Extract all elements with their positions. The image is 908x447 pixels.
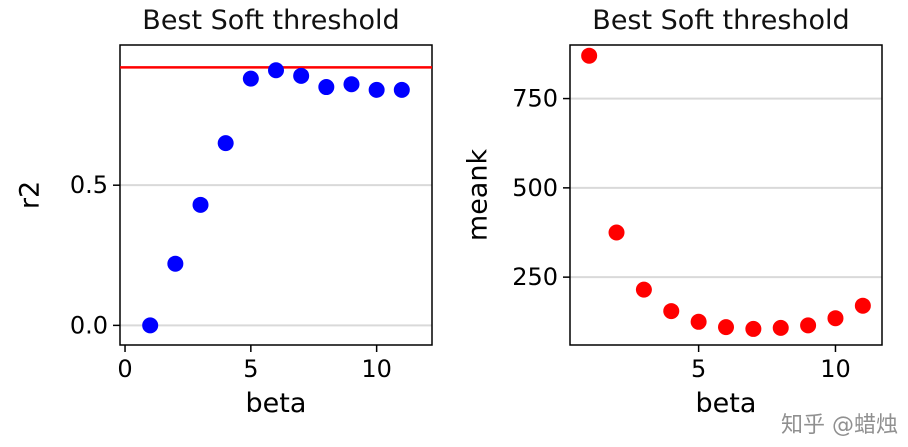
watermark: 知乎 @蜡烛 [781,413,898,438]
meank-scatter-plot: 5 10 250 500 750 [512,44,883,383]
r2-x-axis-label: beta [245,388,307,419]
svg-text:5: 5 [243,355,258,383]
svg-text:0.5: 0.5 [70,171,108,199]
svg-text:10: 10 [361,355,392,383]
meank-x-axis-label: beta [695,388,757,419]
svg-text:10: 10 [820,355,851,383]
svg-text:5: 5 [691,355,706,383]
svg-text:500: 500 [512,174,558,202]
svg-text:250: 250 [512,263,558,291]
svg-text:0.0: 0.0 [70,311,108,339]
r2-chart: Best Soft threshold r2 0 5 10 0.0 0.5 beta [15,5,433,419]
r2-scatter-plot: 0 5 10 0.0 0.5 [70,44,433,383]
svg-text:750: 750 [512,85,558,113]
meank-chart-title: Best Soft threshold [592,5,850,36]
r2-chart-title: Best Soft threshold [142,5,400,36]
meank-chart: Best Soft threshold meank 5 10 250 500 750 b… [454,0,908,447]
svg-text:0: 0 [117,355,132,383]
